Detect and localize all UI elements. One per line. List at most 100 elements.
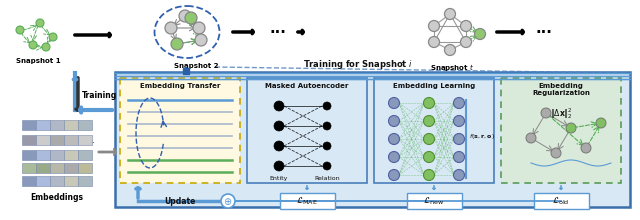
Bar	[78, 176, 92, 186]
Text: $f(\mathbf{s},\mathbf{r},\mathbf{o})$: $f(\mathbf{s},\mathbf{r},\mathbf{o})$	[469, 132, 495, 141]
Circle shape	[323, 122, 331, 130]
Text: Snapshot 1: Snapshot 1	[16, 58, 60, 64]
Circle shape	[429, 20, 440, 31]
Circle shape	[274, 121, 284, 131]
Bar	[64, 163, 78, 173]
Circle shape	[454, 169, 465, 180]
Text: $\mathcal{L}_{\mathrm{MAE}}$: $\mathcal{L}_{\mathrm{MAE}}$	[296, 195, 318, 207]
Bar	[50, 120, 64, 130]
Circle shape	[16, 26, 24, 34]
Bar	[64, 176, 78, 186]
FancyBboxPatch shape	[280, 193, 335, 209]
FancyBboxPatch shape	[374, 78, 494, 183]
Text: ···: ···	[269, 24, 287, 40]
Circle shape	[388, 97, 399, 108]
Bar	[22, 120, 36, 130]
Bar	[36, 163, 50, 173]
Circle shape	[566, 123, 576, 133]
Bar	[64, 120, 78, 130]
Circle shape	[429, 37, 440, 48]
Circle shape	[424, 134, 435, 145]
Circle shape	[541, 108, 551, 118]
Circle shape	[49, 33, 57, 41]
Circle shape	[388, 169, 399, 180]
Circle shape	[274, 101, 284, 111]
Bar	[22, 135, 36, 145]
Circle shape	[454, 152, 465, 163]
Circle shape	[179, 10, 191, 22]
FancyBboxPatch shape	[120, 78, 240, 183]
Circle shape	[323, 162, 331, 170]
Circle shape	[474, 29, 486, 40]
Circle shape	[454, 116, 465, 126]
Text: Embeddings: Embeddings	[31, 193, 83, 202]
Bar	[78, 150, 92, 160]
Bar	[78, 120, 92, 130]
Text: $\mathcal{L}_{\mathrm{old}}$: $\mathcal{L}_{\mathrm{old}}$	[552, 195, 570, 207]
Circle shape	[596, 118, 606, 128]
Circle shape	[29, 41, 37, 49]
Circle shape	[165, 22, 177, 34]
Bar	[22, 150, 36, 160]
FancyBboxPatch shape	[115, 72, 630, 207]
Circle shape	[193, 22, 205, 34]
Bar	[64, 135, 78, 145]
Bar	[78, 163, 92, 173]
Circle shape	[424, 97, 435, 108]
Circle shape	[581, 143, 591, 153]
Circle shape	[445, 9, 456, 20]
Text: Entity: Entity	[270, 176, 288, 181]
Bar	[78, 135, 92, 145]
Text: Masked Autoencoder: Masked Autoencoder	[266, 83, 349, 89]
FancyBboxPatch shape	[501, 78, 621, 183]
Text: Snapshot $t$: Snapshot $t$	[430, 62, 474, 73]
Circle shape	[221, 194, 235, 208]
Circle shape	[424, 152, 435, 163]
Circle shape	[195, 34, 207, 46]
Circle shape	[551, 148, 561, 158]
Circle shape	[36, 19, 44, 27]
Text: Relation: Relation	[314, 176, 340, 181]
Circle shape	[274, 141, 284, 151]
Bar	[50, 135, 64, 145]
Text: $\oplus$: $\oplus$	[223, 196, 232, 207]
Bar	[36, 135, 50, 145]
Bar	[22, 163, 36, 173]
Circle shape	[388, 152, 399, 163]
Bar	[50, 150, 64, 160]
Bar	[50, 163, 64, 173]
Text: $\|\Delta\mathbf{x}\|_2^2$: $\|\Delta\mathbf{x}\|_2^2$	[550, 106, 572, 121]
Text: Update: Update	[164, 196, 196, 205]
Circle shape	[185, 12, 197, 24]
Circle shape	[323, 102, 331, 110]
Circle shape	[445, 44, 456, 55]
Circle shape	[424, 116, 435, 126]
Bar	[36, 176, 50, 186]
Text: Embedding Learning: Embedding Learning	[393, 83, 475, 89]
FancyBboxPatch shape	[406, 193, 461, 209]
Circle shape	[388, 116, 399, 126]
Bar	[36, 150, 50, 160]
Bar	[64, 150, 78, 160]
Text: ···: ···	[536, 24, 552, 40]
Text: Training for Snapshot $i$: Training for Snapshot $i$	[303, 58, 413, 71]
Circle shape	[454, 97, 465, 108]
Bar	[50, 176, 64, 186]
Circle shape	[42, 43, 50, 51]
Bar	[183, 68, 189, 74]
Text: ···: ···	[84, 138, 95, 148]
Circle shape	[171, 38, 183, 50]
Circle shape	[323, 142, 331, 150]
Bar	[36, 120, 50, 130]
Circle shape	[526, 133, 536, 143]
Text: Embedding Transfer: Embedding Transfer	[140, 83, 220, 89]
Text: Training: Training	[82, 90, 117, 99]
Bar	[22, 176, 36, 186]
Circle shape	[274, 161, 284, 171]
FancyBboxPatch shape	[247, 78, 367, 183]
FancyBboxPatch shape	[534, 193, 589, 209]
Circle shape	[461, 20, 472, 31]
Text: Snapshot 2: Snapshot 2	[173, 63, 218, 69]
Circle shape	[388, 134, 399, 145]
Circle shape	[424, 169, 435, 180]
